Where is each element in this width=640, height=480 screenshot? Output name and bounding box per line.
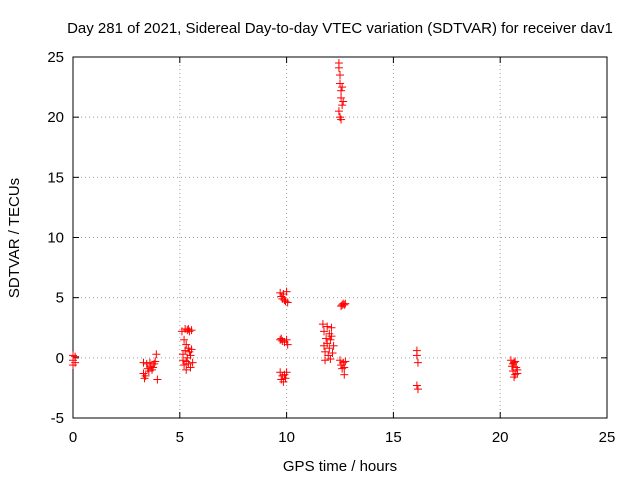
- data-point: [184, 359, 193, 368]
- data-point: [325, 344, 334, 353]
- data-point: [412, 381, 421, 390]
- data-point: [185, 327, 194, 336]
- x-tick-label: 5: [176, 429, 184, 446]
- data-point: [323, 339, 332, 348]
- data-point: [509, 367, 518, 376]
- data-point: [276, 288, 285, 297]
- data-point: [188, 358, 197, 367]
- data-point: [144, 367, 153, 376]
- x-axis-label: GPS time / hours: [283, 458, 397, 475]
- data-point: [187, 326, 196, 335]
- data-point: [182, 365, 191, 374]
- data-point: [339, 97, 348, 106]
- data-point: [278, 336, 287, 345]
- y-tick-label: 0: [56, 350, 64, 367]
- data-point: [142, 359, 151, 368]
- data-point: [513, 369, 522, 378]
- x-tick-labels: 0 5 10 15 20 25: [69, 429, 616, 446]
- data-point: [327, 323, 336, 332]
- data-point: [279, 377, 288, 386]
- data-point: [511, 357, 520, 366]
- data-point: [180, 335, 189, 344]
- data-point: [339, 358, 348, 367]
- x-tick-label: 15: [385, 429, 402, 446]
- x-tick-label: 25: [599, 429, 616, 446]
- data-point: [318, 320, 327, 329]
- data-point: [326, 335, 335, 344]
- y-tick-label: 25: [47, 49, 64, 66]
- data-point: [341, 299, 350, 308]
- x-tick-label: 10: [278, 429, 295, 446]
- data-point: [145, 358, 154, 367]
- data-point: [338, 364, 347, 373]
- y-tick-label: 10: [47, 230, 64, 247]
- data-point: [340, 300, 349, 309]
- data-point: [186, 351, 195, 360]
- data-point: [182, 340, 191, 349]
- data-point: [141, 371, 150, 380]
- data-point: [282, 368, 291, 377]
- data-point: [327, 332, 336, 341]
- data-point: [283, 340, 292, 349]
- data-point: [283, 298, 292, 307]
- y-tick-label: 5: [56, 290, 64, 307]
- x-tick-label: 0: [69, 429, 77, 446]
- data-point: [326, 355, 335, 364]
- y-axis-label: SDTVAR / TECUs: [6, 178, 23, 298]
- data-point: [340, 370, 349, 379]
- data-point: [337, 115, 346, 124]
- chart-title: Day 281 of 2021, Sidereal Day-to-day VTE…: [67, 20, 613, 37]
- grid-lines: [73, 57, 607, 418]
- data-point: [328, 349, 337, 358]
- data-point: [321, 347, 330, 356]
- data-point: [71, 358, 80, 367]
- data-point: [282, 287, 291, 296]
- data-point: [180, 361, 189, 370]
- data-point: [413, 385, 422, 394]
- data-point: [151, 357, 160, 366]
- data-point: [184, 344, 193, 353]
- x-tick-label: 20: [492, 429, 509, 446]
- data-point: [510, 373, 519, 382]
- data-point: [341, 357, 350, 366]
- data-point: [413, 358, 422, 367]
- data-point: [336, 71, 344, 80]
- data-point: [412, 351, 421, 360]
- axis-ticks: [72, 56, 608, 419]
- data-point: [179, 356, 188, 365]
- data-point: [149, 363, 158, 372]
- data-point: [322, 334, 331, 343]
- data-points: [69, 59, 522, 394]
- data-point: [319, 327, 328, 336]
- data-point: [282, 335, 291, 344]
- data-point: [337, 93, 346, 102]
- data-point: [338, 83, 347, 92]
- y-tick-labels: -5 0 5 10 15 20 25: [47, 49, 64, 427]
- data-point: [334, 107, 343, 116]
- data-point: [324, 351, 333, 360]
- y-tick-label: 20: [47, 109, 64, 126]
- data-point: [321, 356, 330, 365]
- data-point: [281, 297, 290, 306]
- data-point: [338, 101, 347, 110]
- data-point: [337, 86, 346, 95]
- y-tick-label: 15: [47, 169, 64, 186]
- data-point: [186, 363, 195, 372]
- data-point: [281, 374, 290, 383]
- data-point: [334, 63, 343, 72]
- data-point: [329, 341, 338, 350]
- data-point: [153, 375, 162, 384]
- data-point: [323, 322, 332, 331]
- data-point: [187, 345, 196, 354]
- y-tick-label: -5: [51, 410, 64, 427]
- data-point: [510, 358, 519, 367]
- data-point: [152, 350, 161, 359]
- data-point: [336, 79, 344, 88]
- data-point: [340, 363, 349, 372]
